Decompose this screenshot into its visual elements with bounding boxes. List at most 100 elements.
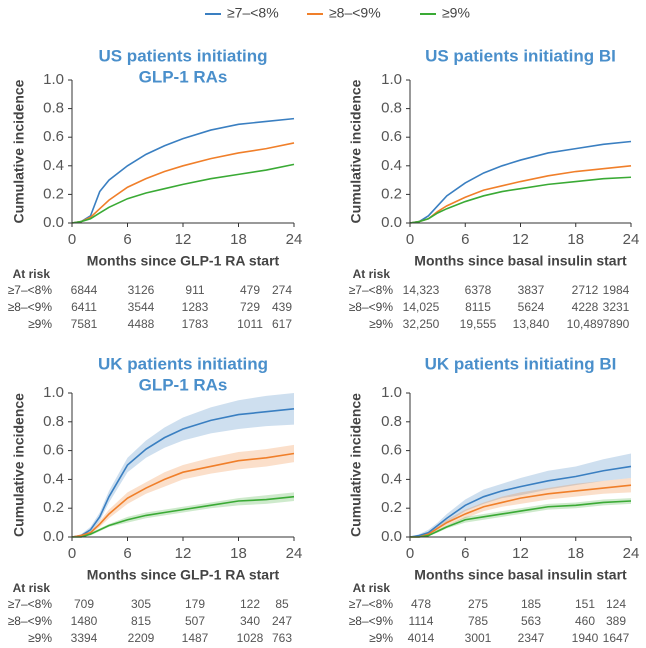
- at-risk-count: 4228: [572, 300, 599, 314]
- at-risk-count: 6411: [71, 300, 97, 314]
- at-risk-count: 4014: [408, 631, 435, 643]
- y-tick-label: 1.0: [381, 71, 402, 88]
- at-risk-count: 563: [521, 614, 541, 628]
- at-risk-count: 340: [240, 614, 260, 628]
- chart-title: UK patients initiating BI: [425, 354, 617, 373]
- confidence-band: [72, 393, 294, 537]
- incidence-line: [71, 163, 295, 224]
- x-tick-label: 18: [230, 231, 247, 248]
- y-tick-label: 0.2: [381, 185, 402, 202]
- at-risk-count: 19,555: [460, 317, 497, 331]
- y-tick-label: 1.0: [43, 71, 64, 88]
- x-tick-label: 24: [623, 231, 640, 248]
- confidence-band: [410, 453, 631, 537]
- incidence-line: [71, 408, 295, 538]
- legend-label: ≥9%: [442, 5, 470, 21]
- x-tick-label: 12: [175, 545, 192, 562]
- at-risk-group: ≥9%: [369, 317, 393, 331]
- confidence-band: [72, 492, 294, 537]
- at-risk-count: 1011: [237, 317, 263, 331]
- y-tick-label: 0.0: [43, 214, 64, 231]
- at-risk-group: ≥8–<9%: [8, 614, 53, 628]
- at-risk-count: 305: [131, 597, 151, 611]
- at-risk-count: 1028: [237, 631, 264, 643]
- at-risk-count: 478: [411, 597, 431, 611]
- at-risk-count: 1480: [71, 614, 98, 628]
- incidence-line: [410, 484, 632, 538]
- at-risk-count: 1114: [409, 614, 434, 628]
- x-tick-label: 0: [68, 545, 76, 562]
- at-risk-label: At risk: [13, 267, 51, 281]
- at-risk-count: 507: [185, 614, 205, 628]
- at-risk-count: 3001: [465, 631, 492, 643]
- at-risk-count: 14,025: [403, 300, 440, 314]
- at-risk-count: 275: [468, 597, 488, 611]
- at-risk-group: ≥9%: [28, 317, 52, 331]
- at-risk-count: 1940: [572, 631, 599, 643]
- at-risk-count: 10,489: [567, 317, 604, 331]
- at-risk-group: ≥7–<8%: [8, 283, 53, 297]
- y-tick-label: 0.0: [381, 214, 402, 231]
- at-risk-count: 124: [606, 597, 626, 611]
- y-axis-label: Cumulative incidence: [348, 393, 364, 537]
- incidence-line: [71, 142, 295, 224]
- x-tick-label: 6: [461, 545, 469, 562]
- at-risk-group: ≥9%: [28, 631, 52, 643]
- at-risk-count: 3837: [518, 283, 545, 297]
- incidence-line: [72, 495, 295, 538]
- x-tick-label: 6: [461, 231, 469, 248]
- at-risk-count: 911: [185, 283, 204, 297]
- incidence-line: [409, 465, 632, 538]
- y-axis-label: Cumulative incidence: [11, 393, 27, 537]
- at-risk-count: 1487: [182, 631, 209, 643]
- x-tick-label: 6: [123, 231, 131, 248]
- confidence-band: [410, 477, 631, 537]
- at-risk-count: 1984: [603, 283, 630, 297]
- x-tick-label: 12: [175, 231, 192, 248]
- at-risk-count: 729: [240, 300, 260, 314]
- y-tick-label: 0.8: [381, 100, 402, 117]
- y-tick-label: 1.0: [43, 384, 64, 401]
- y-tick-label: 0.8: [43, 100, 64, 117]
- x-tick-label: 6: [123, 545, 131, 562]
- x-tick-label: 18: [567, 231, 584, 248]
- at-risk-count: 479: [240, 283, 260, 297]
- at-risk-count: 460: [575, 614, 595, 628]
- y-axis-label: Cumulative incidence: [348, 79, 364, 223]
- at-risk-count: 247: [272, 614, 292, 628]
- incidence-line: [409, 165, 632, 224]
- at-risk-count: 815: [131, 614, 151, 628]
- y-tick-label: 0.2: [43, 499, 64, 516]
- incidence-line: [409, 176, 632, 224]
- confidence-band: [72, 444, 294, 537]
- at-risk-group: ≥7–<8%: [349, 283, 394, 297]
- y-tick-label: 0.6: [381, 128, 402, 145]
- y-axis-label: Cumulative incidence: [11, 79, 27, 223]
- at-risk-count: 1283: [182, 300, 209, 314]
- x-axis-label: Months since GLP-1 RA start: [87, 253, 280, 269]
- at-risk-count: 1647: [603, 631, 630, 643]
- at-risk-count: 122: [240, 597, 260, 611]
- chart-title: US patients initiating: [98, 46, 267, 65]
- at-risk-count: 274: [272, 283, 292, 297]
- x-tick-label: 0: [68, 231, 76, 248]
- y-tick-label: 0.4: [43, 470, 64, 487]
- at-risk-count: 185: [521, 597, 541, 611]
- at-risk-count: 6844: [71, 283, 98, 297]
- at-risk-count: 4488: [128, 317, 155, 331]
- at-risk-count: 3126: [128, 283, 155, 297]
- at-risk-count: 709: [74, 597, 94, 611]
- x-axis-label: Months since GLP-1 RA start: [87, 567, 280, 583]
- y-tick-label: 0.2: [43, 185, 64, 202]
- at-risk-label: At risk: [353, 581, 391, 595]
- at-risk-group: ≥7–<8%: [8, 597, 53, 611]
- at-risk-label: At risk: [353, 267, 391, 281]
- chart-title: GLP-1 RAs: [139, 67, 228, 86]
- at-risk-count: 1783: [182, 317, 209, 331]
- at-risk-count: 763: [272, 631, 292, 643]
- at-risk-group: ≥8–<9%: [8, 300, 53, 314]
- incidence-line: [71, 117, 295, 224]
- at-risk-group: ≥9%: [369, 631, 393, 643]
- x-tick-label: 24: [286, 545, 303, 562]
- at-risk-group: ≥8–<9%: [349, 300, 394, 314]
